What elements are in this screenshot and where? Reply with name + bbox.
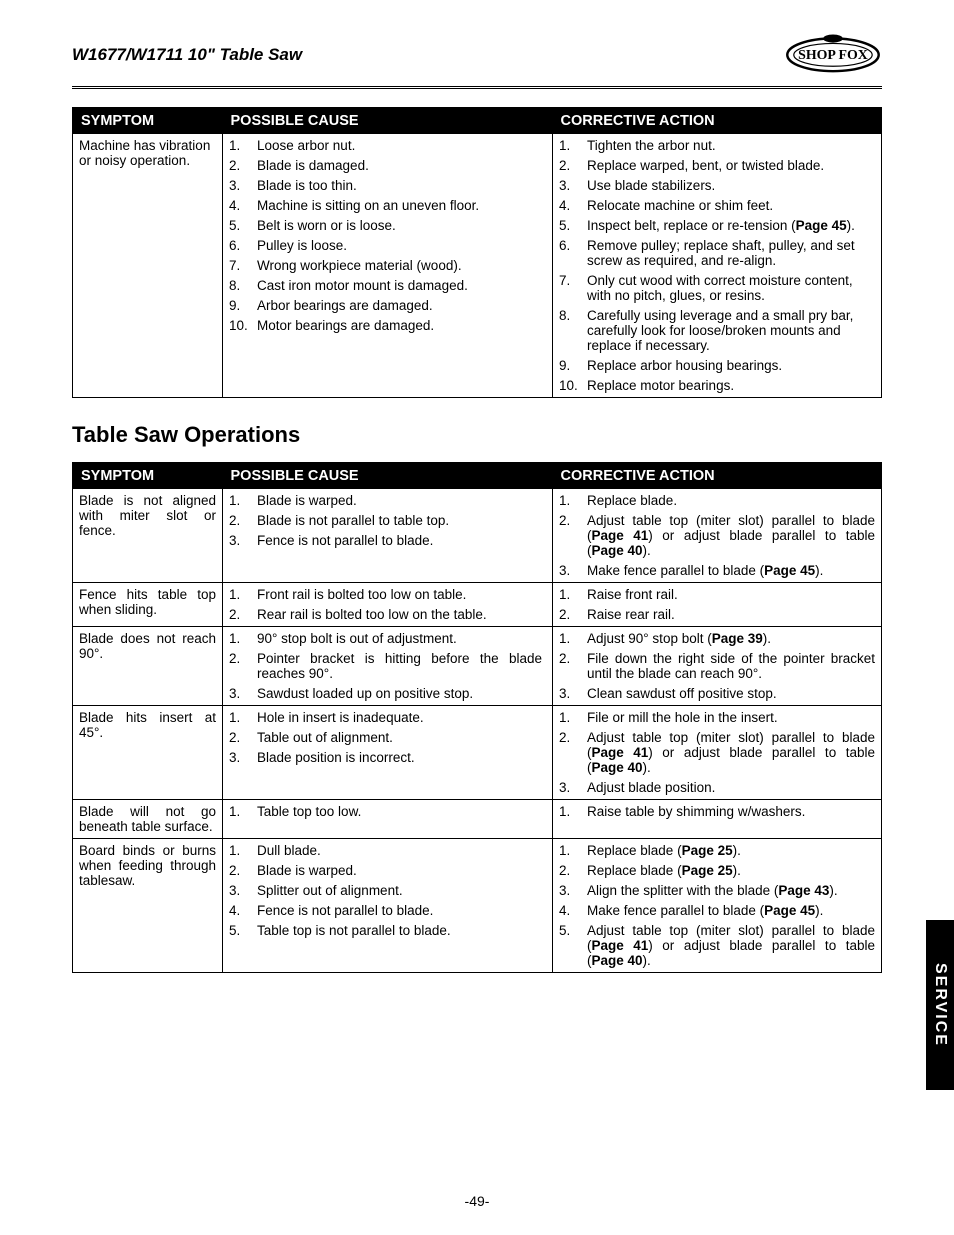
symptom-cell: Board binds or burns when feeding throug…: [73, 838, 223, 972]
col-symptom: SYMPTOM: [73, 107, 223, 134]
table-row: Blade does not reach 90°.1.90° stop bolt…: [73, 626, 882, 705]
action-cell: 1.Raise table by shimming w/washers.: [553, 799, 882, 838]
table-row: Blade hits insert at 45°.1.Hole in inser…: [73, 705, 882, 799]
section-tab-service: SERVICE: [926, 920, 954, 1090]
table-row: Blade is not aligned with miter slot or …: [73, 489, 882, 583]
symptom-cell: Blade does not reach 90°.: [73, 626, 223, 705]
col-action: CORRECTIVE ACTION: [553, 107, 882, 134]
troubleshooting-table-2: SYMPTOM POSSIBLE CAUSE CORRECTIVE ACTION…: [72, 462, 882, 973]
col-cause: POSSIBLE CAUSE: [223, 107, 553, 134]
shopfox-logo-icon: SHOP FOX: [784, 32, 882, 78]
table-row: Blade will not go beneath table surface.…: [73, 799, 882, 838]
action-cell: 1.Replace blade (Page 25).2.Replace blad…: [553, 838, 882, 972]
page-header: W1677/W1711 10" Table Saw SHOP FOX: [72, 32, 882, 89]
symptom-cell: Blade is not aligned with miter slot or …: [73, 489, 223, 583]
troubleshooting-table-1: SYMPTOM POSSIBLE CAUSE CORRECTIVE ACTION…: [72, 107, 882, 398]
action-cell: 1.Replace blade.2.Adjust table top (mite…: [553, 489, 882, 583]
cause-cell: 1.Blade is warped.2.Blade is not paralle…: [223, 489, 553, 583]
cause-cell: 1.Hole in insert is inadequate.2.Table o…: [223, 705, 553, 799]
action-cell: 1.Tighten the arbor nut.2.Replace warped…: [553, 134, 882, 398]
table-row: Machine has vibration or noisy operation…: [73, 134, 882, 398]
cause-cell: 1.Table top too low.: [223, 799, 553, 838]
col-action: CORRECTIVE ACTION: [553, 462, 882, 489]
symptom-cell: Blade hits insert at 45°.: [73, 705, 223, 799]
action-cell: 1.File or mill the hole in the insert.2.…: [553, 705, 882, 799]
brand-logo: SHOP FOX: [784, 32, 882, 78]
symptom-cell: Fence hits table top when sliding.: [73, 582, 223, 626]
cause-cell: 1.Loose arbor nut.2.Blade is damaged.3.B…: [223, 134, 553, 398]
page-number: -49-: [0, 1193, 954, 1209]
cause-cell: 1.Dull blade.2.Blade is warped.3.Splitte…: [223, 838, 553, 972]
symptom-cell: Machine has vibration or noisy operation…: [73, 134, 223, 398]
action-cell: 1.Raise front rail.2.Raise rear rail.: [553, 582, 882, 626]
symptom-cell: Blade will not go beneath table surface.: [73, 799, 223, 838]
cause-cell: 1.90° stop bolt is out of adjustment.2.P…: [223, 626, 553, 705]
col-cause: POSSIBLE CAUSE: [223, 462, 553, 489]
svg-text:SHOP FOX: SHOP FOX: [798, 48, 868, 63]
cause-cell: 1.Front rail is bolted too low on table.…: [223, 582, 553, 626]
section-heading: Table Saw Operations: [72, 422, 882, 448]
action-cell: 1.Adjust 90° stop bolt (Page 39).2.File …: [553, 626, 882, 705]
table-row: Board binds or burns when feeding throug…: [73, 838, 882, 972]
table-row: Fence hits table top when sliding.1.Fron…: [73, 582, 882, 626]
manual-title: W1677/W1711 10" Table Saw: [72, 45, 302, 65]
col-symptom: SYMPTOM: [73, 462, 223, 489]
